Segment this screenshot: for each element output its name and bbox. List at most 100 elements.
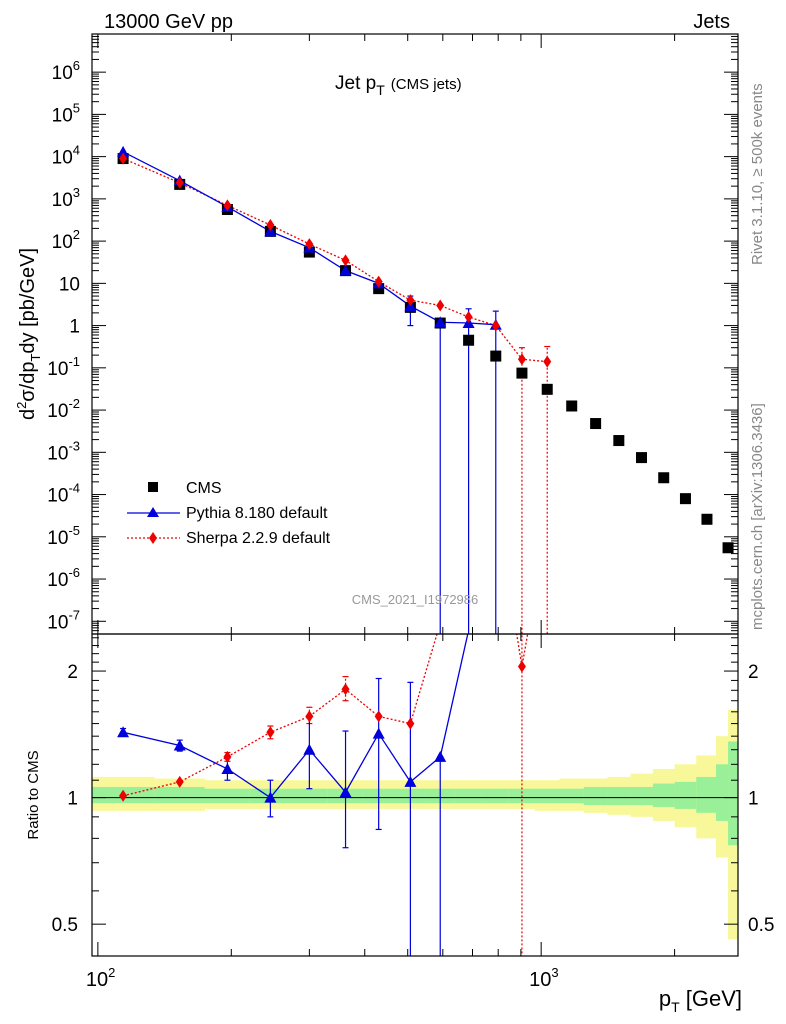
- cms-point: [516, 367, 528, 379]
- side-label-mcplots: mcplots.cern.ch [arXiv:1306.3436]: [749, 403, 766, 630]
- y-tick-label: 103: [52, 185, 80, 211]
- cms-point: [490, 350, 502, 362]
- y-tick-label: 105: [52, 100, 80, 126]
- ratio-pythia-point: [372, 727, 385, 739]
- plot-title-suffix: (CMS jets): [391, 76, 462, 93]
- ratio-pythia-line: [122, 634, 469, 799]
- ratio-pythia-point: [339, 786, 352, 798]
- y-axis-title: d2σ/dpTdy [pb/GeV]: [14, 248, 43, 420]
- sherpa-line: [122, 157, 548, 363]
- ratio-sherpa-point: [517, 660, 526, 673]
- sherpa-point: [175, 176, 184, 189]
- ratio-y-tick-label: 1: [67, 789, 78, 810]
- cms-point: [463, 334, 475, 346]
- ratio-y-tick-label-right: 0.5: [748, 915, 774, 936]
- band-inner-bin: [534, 788, 561, 804]
- y-title-rest: dy [pb/GeV]: [17, 248, 39, 354]
- x-title-p: p: [659, 986, 671, 1011]
- sherpa-point: [491, 319, 500, 332]
- band-inner-bin: [607, 786, 631, 806]
- sherpa-point: [436, 299, 445, 312]
- legend-label-cms: CMS: [186, 480, 222, 497]
- cms-point: [679, 493, 691, 505]
- x-tick-label: 103: [529, 965, 558, 991]
- ratio-sherpa-point: [119, 789, 128, 802]
- sherpa-point: [517, 353, 526, 366]
- ratio-pythia-point: [264, 791, 277, 803]
- pythia-point: [117, 145, 130, 157]
- band-inner-bin: [652, 783, 676, 807]
- y-tick-label: 10-7: [47, 607, 80, 633]
- sherpa-point: [266, 219, 275, 232]
- y-tick-label: 10: [59, 274, 80, 295]
- plot-title: Jet pT (CMS jets): [335, 73, 462, 98]
- sherpa-point: [305, 238, 314, 251]
- band-inner-bin: [696, 776, 717, 813]
- band-inner-bin: [154, 786, 205, 804]
- sherpa-point: [543, 355, 552, 368]
- watermark: CMS_2021_I1972986: [352, 592, 479, 607]
- band-inner-bin: [204, 788, 251, 804]
- y-tick-label: 10-4: [47, 481, 80, 507]
- pythia-point: [339, 264, 352, 276]
- ratio-plot-series: [117, 634, 529, 956]
- ratio-sherpa-line: [122, 634, 529, 797]
- ratio-pythia-point: [173, 739, 186, 751]
- x-tick-label: 102: [86, 965, 115, 991]
- cms-point: [590, 418, 602, 430]
- band-inner-bin: [716, 764, 729, 821]
- y-tick-label: 10-1: [47, 354, 80, 380]
- ratio-pythia-point: [221, 762, 234, 774]
- cms-point: [613, 435, 625, 447]
- band-inner-bin: [559, 788, 585, 804]
- sherpa-point: [464, 310, 473, 323]
- x-axis-title: pT [GeV]: [659, 986, 742, 1015]
- y-tick-label: 10-3: [47, 438, 80, 464]
- header-right: Jets: [693, 11, 730, 33]
- ratio-sherpa-point: [223, 750, 232, 763]
- ratio-plot-frame: [91, 633, 739, 957]
- band-inner-bin: [630, 786, 654, 806]
- ratio-pythia-point: [117, 726, 130, 738]
- y-title-d: d: [17, 409, 39, 420]
- y-title-T: T: [28, 354, 43, 362]
- plot-title-sub: T: [376, 82, 385, 98]
- axes: 102 103 10-7 10-6 10-5 10-4 10-3 10-2 10-1 1 10 102…: [47, 33, 774, 991]
- side-label-rivet: Rivet 3.1.10, ≥ 500k events: [749, 83, 766, 265]
- ratio-y-axis-title: Ratio to CMS: [25, 750, 42, 839]
- main-plot-series: [117, 145, 734, 634]
- sherpa-point: [406, 294, 415, 307]
- band-inner-bin: [583, 786, 608, 806]
- ratio-sherpa-point: [341, 683, 350, 696]
- legend-label-pythia: Pythia 8.180 default: [186, 505, 328, 522]
- ratio-y-tick-label-right: 1: [748, 789, 759, 810]
- band-inner-bin: [728, 741, 738, 846]
- y-tick-label: 106: [52, 58, 80, 84]
- cms-point: [722, 542, 734, 554]
- y-title-2: 2: [14, 402, 29, 409]
- ratio-y-tick-label: 2: [67, 662, 78, 683]
- cms-point: [566, 400, 578, 412]
- y-tick-label: 10-2: [47, 396, 80, 422]
- ratio-sherpa-point: [374, 710, 383, 723]
- y-tick-label: 104: [52, 143, 80, 169]
- ratio-pythia-point: [434, 750, 447, 762]
- cms-point: [658, 472, 670, 484]
- ratio-sherpa-point: [305, 710, 314, 723]
- ratio-y-tick-label-right: 2: [748, 662, 759, 683]
- y-tick-label: 102: [52, 227, 80, 253]
- band-inner-bin: [481, 788, 510, 804]
- ratio-pythia-point: [404, 775, 417, 787]
- pythia-point: [434, 316, 447, 328]
- ratio-sherpa-point: [175, 775, 184, 788]
- cms-point: [373, 283, 385, 295]
- y-tick-label: 1: [69, 317, 80, 338]
- ratio-sherpa-point: [406, 717, 415, 730]
- cms-point: [701, 513, 713, 525]
- y-title-sigma: σ/dp: [17, 362, 39, 402]
- legend: CMS Pythia 8.180 default Sherpa 2.2.9 de…: [127, 480, 331, 547]
- sherpa-point: [223, 199, 232, 212]
- band-inner-bin: [290, 788, 329, 804]
- sherpa-point: [374, 275, 383, 288]
